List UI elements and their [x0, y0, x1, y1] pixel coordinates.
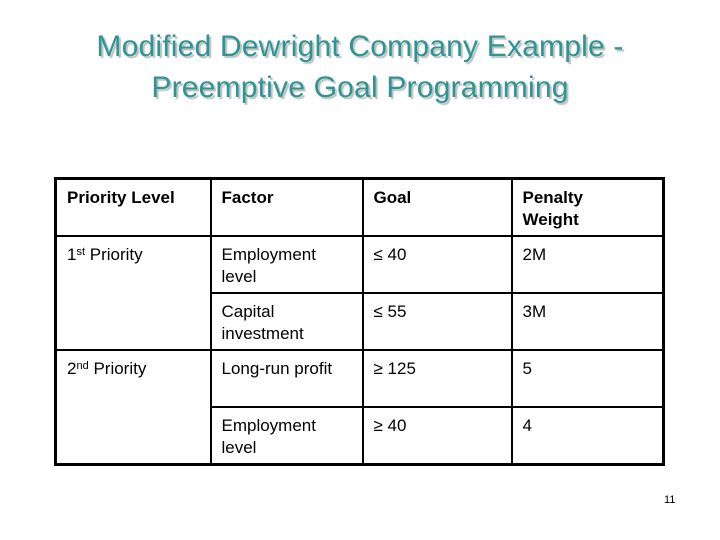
- penalty-weight-cell: 5: [510, 349, 665, 408]
- slide-title-line2: Preemptive Goal Programming: [151, 71, 569, 104]
- priority-2-ordinal-suffix: nd: [76, 360, 89, 372]
- slide-title: Modified Dewright Company Example - Pree…: [0, 26, 720, 108]
- table-row: Employment level ≥ 40 4: [56, 406, 665, 466]
- priority-1-ordinal-suffix: st: [76, 246, 86, 258]
- page-number: 11: [664, 494, 676, 506]
- factor-cell: Long-run profit: [209, 349, 364, 408]
- priority-2-number: 2: [67, 359, 77, 378]
- table-row: 2nd Priority Long-run profit ≥ 125 5: [54, 349, 665, 466]
- table-header-row: Priority Level Factor Goal Penalty Weigh…: [54, 177, 665, 237]
- slide-title-line1: Modified Dewright Company Example -: [96, 30, 624, 63]
- priority-2-label: Priority: [88, 359, 147, 378]
- penalty-weight-cell: 4: [510, 406, 665, 466]
- factor-cell: Capital investment: [209, 292, 364, 351]
- penalty-weight-cell: 2M: [510, 235, 665, 294]
- table-row: Capital investment ≤ 55 3M: [56, 292, 665, 351]
- priority-1-number: 1: [67, 245, 77, 264]
- priority-2-cell: 2nd Priority: [54, 349, 212, 466]
- goal-cell: ≥ 40: [361, 406, 513, 466]
- goal-cell: ≥ 125: [361, 349, 513, 408]
- factor-cell: Employment level: [209, 235, 364, 294]
- table-row: 1st Priority Employment level ≤ 40 2M: [54, 235, 665, 351]
- header-penalty-weight: Penalty Weight: [510, 177, 665, 237]
- penalty-weight-cell: 3M: [510, 292, 665, 351]
- header-factor: Factor: [209, 177, 364, 237]
- header-priority-level: Priority Level: [54, 177, 212, 237]
- priority-1-label: Priority: [85, 245, 143, 264]
- goal-cell: ≤ 55: [361, 292, 513, 351]
- goal-programming-table: Priority Level Factor Goal Penalty Weigh…: [54, 177, 665, 466]
- factor-cell: Employment level: [209, 406, 364, 466]
- header-goal: Goal: [361, 177, 513, 237]
- priority-1-cell: 1st Priority: [54, 235, 212, 351]
- goal-cell: ≤ 40: [361, 235, 513, 294]
